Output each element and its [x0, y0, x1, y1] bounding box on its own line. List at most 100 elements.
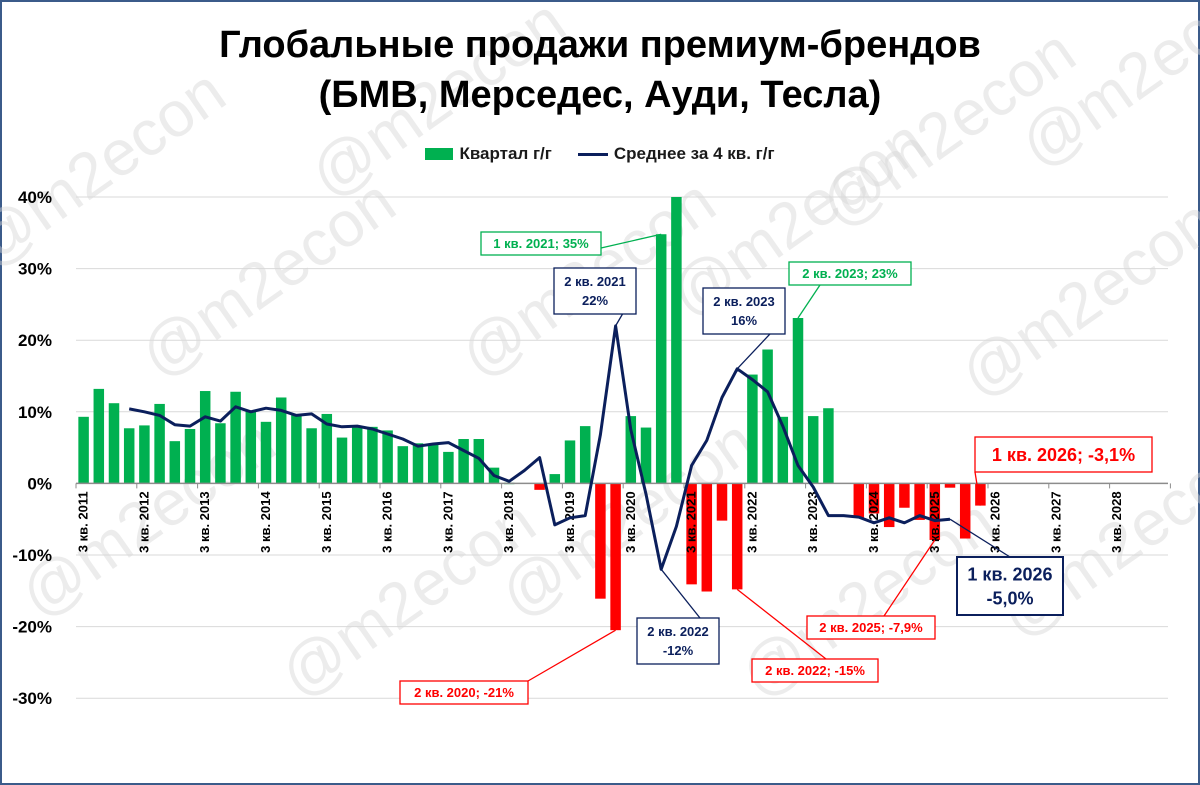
annotation-box — [480, 231, 602, 256]
annotation-label: 2 кв. 2020; -21% — [414, 685, 514, 700]
bar — [883, 483, 895, 528]
bar — [199, 391, 211, 484]
bar — [275, 397, 287, 484]
legend: Квартал г/г Среднее за 4 кв. г/г — [0, 144, 1200, 164]
bar — [792, 318, 804, 484]
bar — [549, 474, 561, 484]
bar — [215, 423, 226, 484]
annotation-leader-line — [797, 284, 821, 319]
bar — [731, 483, 743, 590]
annotation-label: 2 кв. 2022 — [647, 624, 708, 639]
bar — [336, 437, 348, 484]
x-tick-label: 3 кв. 2023 — [805, 491, 820, 552]
x-tick-label: 3 кв. 2022 — [744, 491, 759, 552]
y-tick-label: -30% — [12, 689, 52, 708]
line-series — [128, 324, 951, 571]
bar — [382, 430, 393, 484]
bar — [367, 426, 378, 484]
annotation-label: 2 кв. 2023 — [713, 294, 774, 309]
annotation-value: -12% — [663, 643, 694, 658]
bar — [169, 441, 181, 484]
bar — [868, 483, 880, 514]
x-tick-label: 3 кв. 2018 — [501, 491, 516, 552]
annotation-box — [751, 658, 879, 683]
y-tick-label: 20% — [18, 331, 52, 350]
bar — [701, 483, 713, 592]
bar — [321, 413, 333, 484]
bar — [534, 483, 545, 490]
bar — [351, 427, 363, 484]
bar — [929, 483, 941, 540]
annotation-label: 2 кв. 2022; -15% — [765, 663, 865, 678]
bar — [716, 483, 728, 521]
bar — [595, 483, 606, 599]
chart-title-line-2: (БМВ, Мерседес, Ауди, Тесла) — [318, 74, 882, 116]
bar-series — [78, 197, 986, 631]
chart-title-line-1: Глобальные продажи премиум-брендов — [219, 24, 981, 66]
bar — [458, 439, 469, 484]
annotation-box — [788, 261, 912, 286]
watermark-text: @m2econ — [947, 185, 1200, 412]
bar — [443, 451, 454, 484]
x-tick-label: 3 кв. 2015 — [319, 491, 334, 552]
legend-swatch-line — [577, 152, 608, 156]
watermark-text: @m2econ — [127, 165, 408, 392]
bar — [108, 403, 120, 484]
bar — [139, 425, 150, 484]
annotation-label: 1 кв. 2026; -3,1% — [992, 445, 1135, 465]
x-tick-label: 3 кв. 2020 — [623, 491, 638, 552]
y-tick-label: 40% — [18, 188, 52, 207]
x-tick-label: 3 кв. 2027 — [1048, 491, 1063, 552]
bar — [975, 483, 986, 506]
annotation-label: 1 кв. 2021; 35% — [493, 236, 589, 251]
annotations: 1 кв. 2021; 35% 2 кв. 2023; 23% 2 кв. 2021… — [399, 231, 1153, 705]
annotation-leader-line — [600, 233, 662, 249]
y-tick-label: 10% — [18, 403, 52, 422]
annotation-box — [702, 287, 786, 335]
annotation-box — [974, 436, 1153, 473]
x-tick-label: 3 кв. 2019 — [562, 491, 577, 552]
average-line — [128, 324, 951, 571]
bar — [671, 197, 682, 484]
bar — [154, 403, 165, 484]
annotation-leader-line — [883, 539, 936, 617]
bar — [853, 483, 865, 518]
chart-title: Глобальные продажи премиум-брендов (БМВ,… — [0, 20, 1200, 120]
annotation-label: 2 кв. 2025; -7,9% — [819, 620, 923, 635]
bar — [959, 483, 971, 539]
bar — [564, 440, 576, 484]
annotation-value: 16% — [731, 313, 757, 328]
legend-label-average: Среднее за 4 кв. г/г — [613, 144, 775, 163]
bar — [625, 416, 637, 484]
annotation-box — [956, 556, 1064, 616]
annotation-value: -5,0% — [986, 588, 1033, 608]
annotation-box — [553, 267, 637, 315]
bar — [93, 388, 105, 484]
bar — [291, 415, 302, 484]
bar — [747, 374, 758, 484]
x-tick-label: 3 кв. 2013 — [197, 491, 212, 552]
x-tick-label: 3 кв. 2025 — [927, 491, 942, 552]
x-tick-label: 3 кв. 2021 — [684, 491, 699, 552]
x-tick-label: 3 кв. 2028 — [1109, 491, 1124, 552]
annotation-box — [806, 615, 936, 640]
annotation-leader-line — [660, 568, 701, 619]
bar — [899, 483, 910, 508]
bar — [245, 411, 257, 484]
bar — [427, 444, 439, 484]
bar — [260, 421, 272, 484]
legend-item-quarter: Квартал г/г — [425, 144, 552, 164]
legend-swatch-bar — [425, 148, 454, 160]
bar — [655, 234, 667, 484]
x-tick-label: 3 кв. 2016 — [380, 491, 395, 552]
x-tick-label: 3 кв. 2012 — [136, 491, 151, 552]
bar — [914, 483, 925, 520]
bar — [78, 416, 89, 484]
bar — [184, 428, 196, 484]
annotation-leader-line — [949, 518, 1011, 558]
x-axis-line — [75, 482, 1171, 489]
x-axis-tick-labels: 3 кв. 2011 3 кв. 2012 3 кв. 2013 3 кв. 2014… — [76, 491, 1125, 553]
annotation-box — [399, 680, 529, 705]
bar — [412, 443, 424, 484]
